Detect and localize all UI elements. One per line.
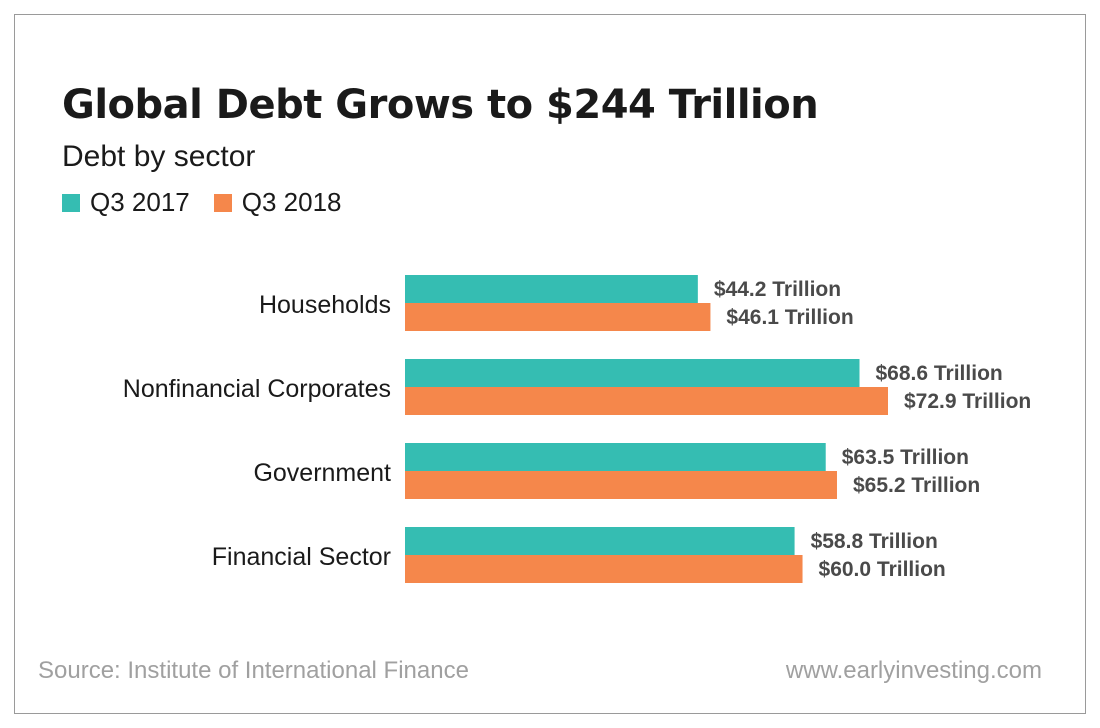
category-label-nonfinancial-corporates: Nonfinancial Corporates — [123, 375, 391, 403]
bar-nonfinancial-corporates-q3-2017 — [405, 359, 860, 387]
bar-government-q3-2018 — [405, 471, 837, 499]
category-label-government: Government — [253, 459, 391, 487]
legend-item-q3-2018: Q3 2018 — [213, 187, 342, 218]
legend-label-q3-2018: Q3 2018 — [241, 187, 342, 217]
bar-government-q3-2017 — [405, 443, 826, 471]
legend-swatch-q3-2017 — [62, 193, 80, 212]
chart-subtitle: Debt by sector — [62, 140, 256, 173]
bar-households-q3-2017 — [405, 275, 698, 303]
data-label-financial-sector-q3-2017: $58.8 Trillion — [811, 530, 938, 553]
data-label-financial-sector-q3-2018: $60.0 Trillion — [819, 558, 946, 581]
category-label-financial-sector: Financial Sector — [212, 543, 391, 571]
chart-title: Global Debt Grows to $244 Trillion — [62, 82, 819, 128]
bar-nonfinancial-corporates-q3-2018 — [405, 387, 888, 415]
data-label-government-q3-2017: $63.5 Trillion — [842, 446, 969, 469]
legend-label-q3-2017: Q3 2017 — [90, 187, 190, 217]
data-label-government-q3-2018: $65.2 Trillion — [853, 474, 980, 497]
bar-households-q3-2018 — [405, 303, 711, 331]
source-note: Source: Institute of International Finan… — [38, 657, 469, 684]
legend-swatch-q3-2018 — [213, 193, 232, 212]
data-label-households-q3-2018: $46.1 Trillion — [726, 306, 853, 329]
category-label-households: Households — [259, 291, 391, 319]
bar-financial-sector-q3-2018 — [405, 555, 803, 583]
legend-item-q3-2017: Q3 2017 — [62, 187, 190, 218]
data-label-nonfinancial-corporates-q3-2018: $72.9 Trillion — [904, 390, 1031, 413]
website-credit: www.earlyinvesting.com — [785, 657, 1042, 684]
data-label-nonfinancial-corporates-q3-2017: $68.6 Trillion — [876, 362, 1003, 385]
legend: Q3 2017 Q3 2018 — [62, 187, 366, 218]
bar-financial-sector-q3-2017 — [405, 527, 795, 555]
data-label-households-q3-2017: $44.2 Trillion — [714, 278, 841, 301]
